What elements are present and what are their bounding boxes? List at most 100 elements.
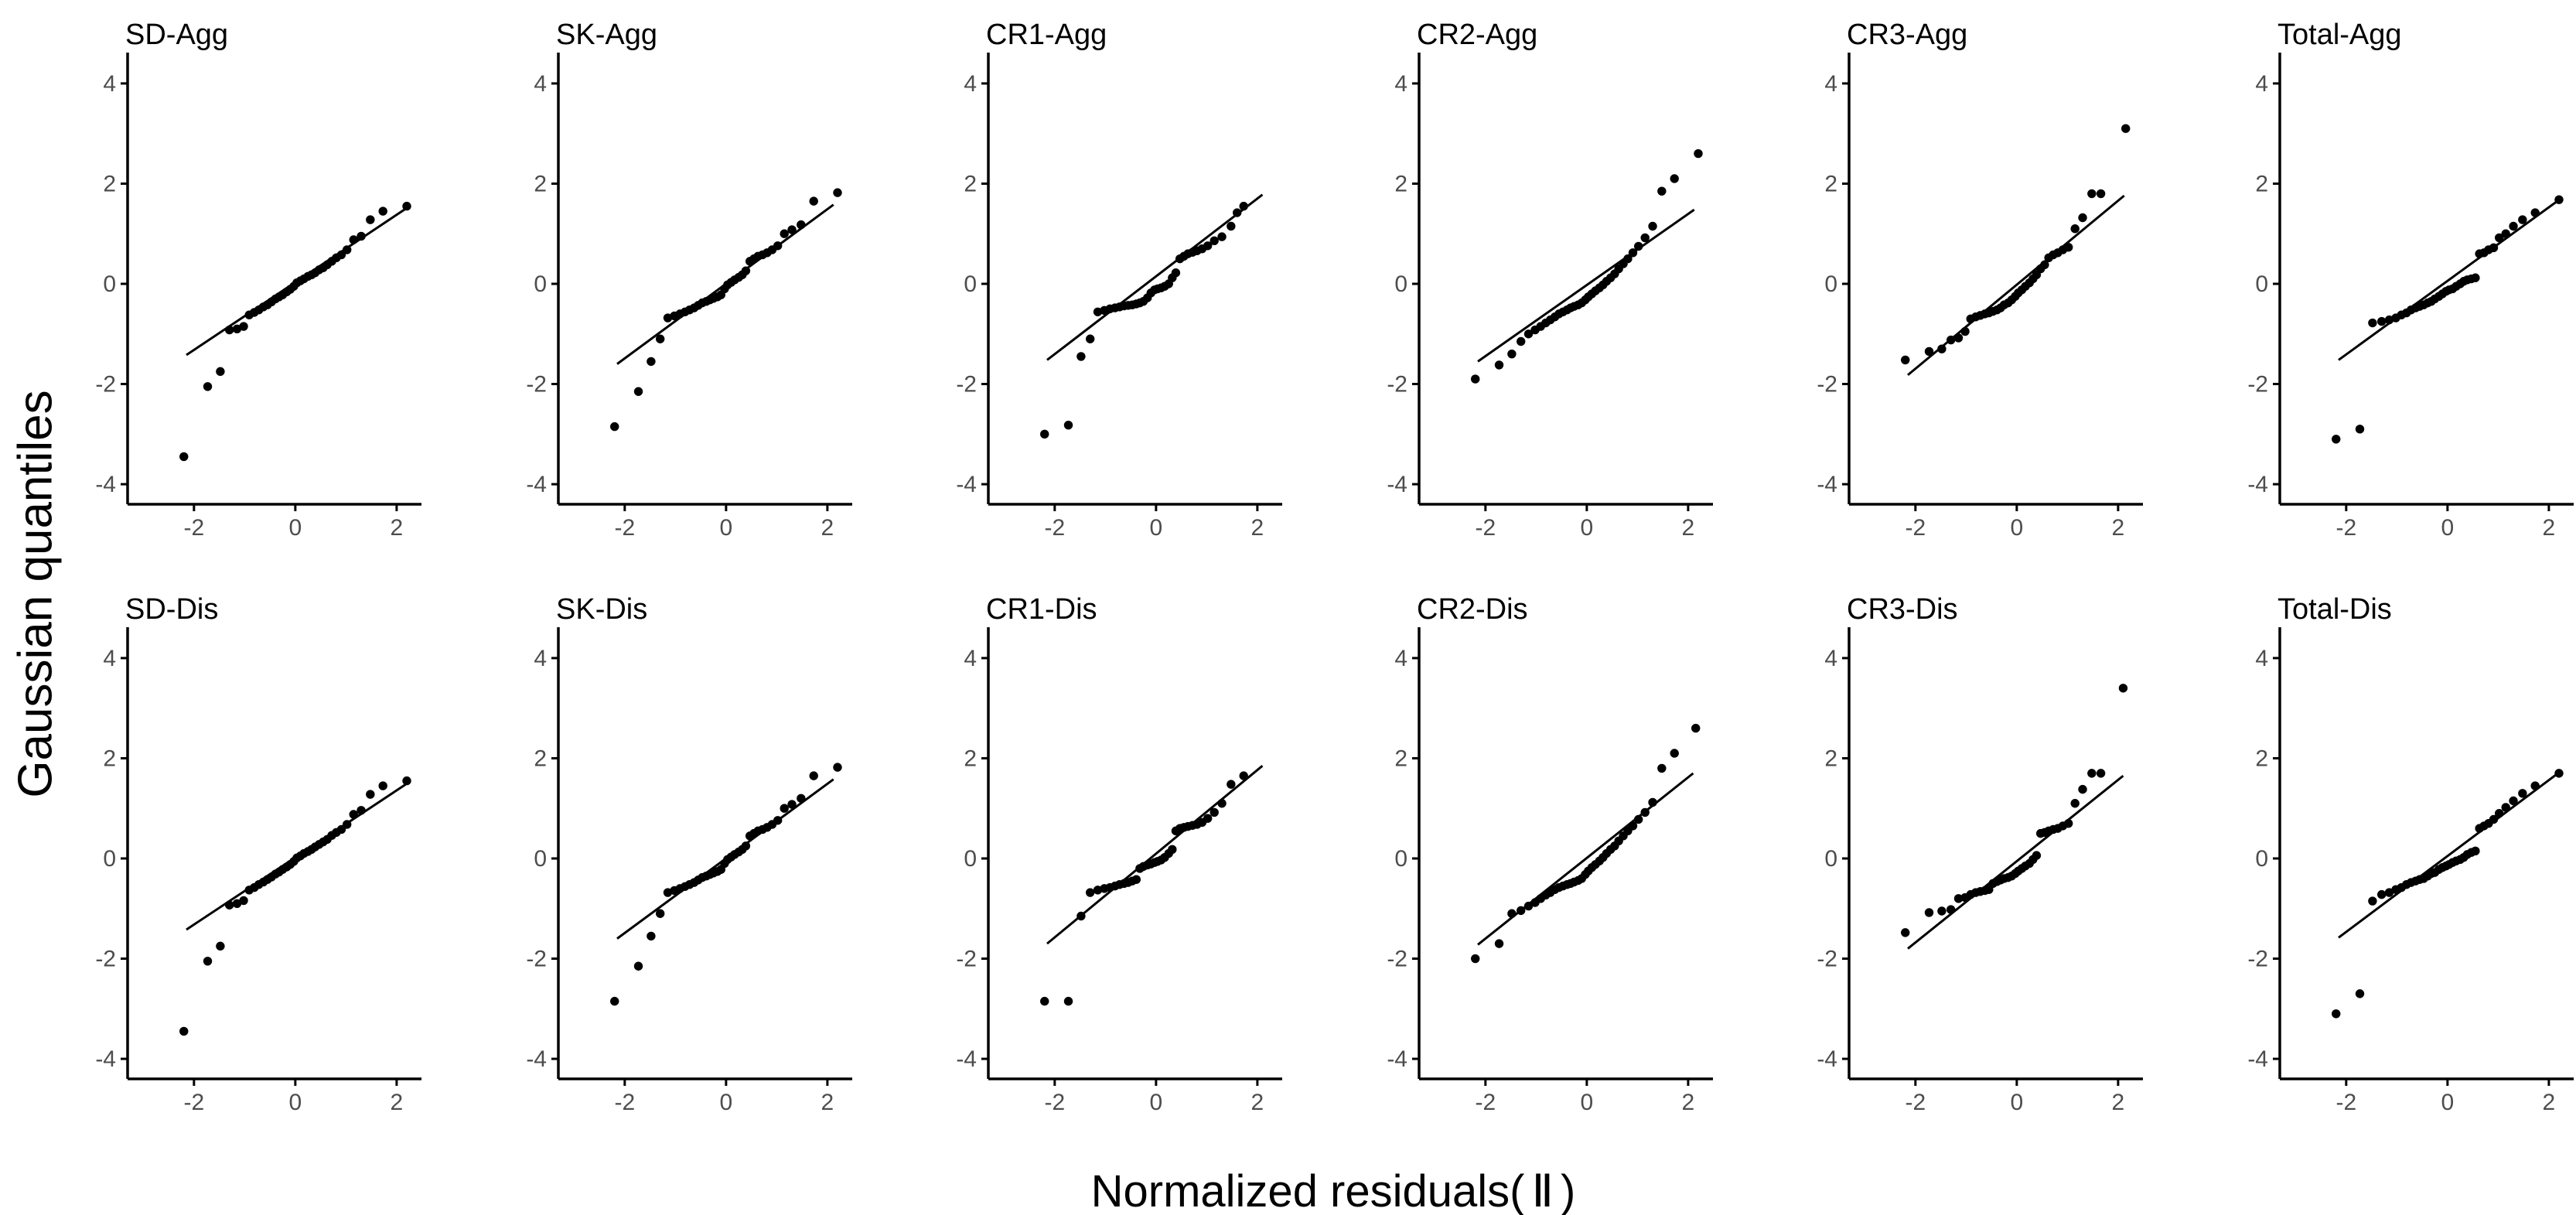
x-tick-label: -2 (1905, 1090, 1926, 1115)
data-point (2070, 224, 2080, 234)
qq-panel-SK-Dis: SK-Dis -4 -2 0 2 4 -2 0 2 (526, 593, 852, 1115)
data-point (1924, 908, 1934, 917)
y-tick-label: -4 (95, 1046, 116, 1072)
data-point (1523, 901, 1534, 911)
qq-panel-CR1-Dis: CR1-Dis -4 -2 0 2 4 -2 0 2 (956, 593, 1282, 1115)
data-point (2063, 243, 2073, 252)
x-tick-label: 2 (1682, 1090, 1695, 1115)
qq-panel-SK-Agg: SK-Agg -4 -2 0 2 4 -2 0 2 (526, 19, 852, 541)
y-tick-label: -4 (1387, 472, 1407, 497)
data-point (1648, 797, 1657, 807)
qq-panel-Total-Dis: Total-Dis -4 -2 0 2 4 -2 0 2 (2247, 593, 2574, 1115)
data-point (2509, 796, 2518, 806)
y-tick-label: -4 (2247, 1046, 2268, 1072)
y-tick-label: 0 (103, 271, 116, 297)
data-point (655, 909, 665, 918)
data-point (1648, 221, 1657, 231)
data-point (2501, 803, 2510, 812)
reference-line (1477, 772, 1694, 946)
data-point (1628, 248, 1638, 258)
data-point (797, 794, 806, 803)
y-tick-label: -2 (1387, 372, 1407, 398)
y-tick-label: -2 (526, 372, 547, 398)
data-point (1953, 333, 1964, 343)
y-tick-label: -4 (526, 1046, 547, 1072)
panel-title: Total-Dis (2277, 593, 2392, 626)
qq-panel-SD-Dis: SD-Dis -4 -2 0 2 4 -2 0 2 (95, 593, 421, 1115)
data-point (378, 781, 387, 790)
y-tick-label: 0 (534, 846, 547, 872)
data-point (1063, 996, 1073, 1006)
qq-panel-CR2-Dis: CR2-Dis -4 -2 0 2 4 -2 0 2 (1387, 593, 1713, 1115)
y-tick-label: -4 (956, 1046, 977, 1072)
y-tick-label: -2 (2247, 947, 2268, 972)
panel-title: SD-Dis (125, 593, 218, 626)
y-tick-label: 0 (964, 846, 977, 872)
data-point (1063, 420, 1073, 430)
x-tick-label: 0 (289, 1090, 302, 1115)
data-point (1640, 807, 1650, 817)
data-point (1239, 201, 1248, 211)
data-point (1232, 208, 1242, 217)
data-point (2518, 215, 2527, 224)
data-point (366, 790, 375, 799)
y-tick-label: 4 (2255, 646, 2268, 671)
data-point (647, 357, 656, 367)
data-point (1217, 232, 1227, 241)
data-point (2032, 851, 2042, 860)
data-point (1494, 360, 1504, 370)
data-point (1691, 723, 1701, 733)
data-point (797, 220, 806, 230)
data-point (2355, 989, 2365, 998)
y-tick-label: 0 (1824, 846, 1837, 872)
data-point (2121, 124, 2131, 133)
data-point (1516, 336, 1526, 346)
x-tick-label: 0 (2441, 515, 2455, 541)
data-point (1131, 875, 1141, 884)
data-point (232, 899, 242, 908)
data-point (2040, 260, 2049, 270)
y-tick-label: -2 (2247, 372, 2268, 398)
data-point (1523, 329, 1534, 339)
data-point (2530, 208, 2540, 217)
data-point (2078, 213, 2087, 223)
x-tick-label: 0 (720, 1090, 733, 1115)
y-tick-label: 4 (103, 646, 116, 671)
panel-title: Total-Agg (2277, 19, 2402, 51)
data-point (1507, 349, 1517, 359)
data-point (2368, 896, 2377, 906)
data-point (224, 900, 234, 910)
data-point (239, 322, 248, 331)
data-point (179, 452, 189, 462)
y-tick-label: -4 (956, 472, 977, 497)
y-tick-label: 4 (2255, 71, 2268, 97)
x-tick-label: 0 (2441, 1090, 2455, 1115)
x-tick-label: 2 (391, 515, 404, 541)
x-tick-label: 2 (821, 1090, 834, 1115)
y-tick-label: -4 (1817, 472, 1837, 497)
data-point (1640, 233, 1650, 243)
data-point (655, 334, 665, 343)
x-tick-label: 0 (2011, 515, 2024, 541)
y-tick-label: 2 (1824, 746, 1837, 771)
panel-title: CR1-Dis (986, 593, 1097, 626)
y-tick-label: 2 (103, 171, 116, 196)
reference-line (2338, 772, 2559, 939)
y-tick-label: 4 (534, 71, 547, 97)
y-tick-label: 4 (1824, 646, 1837, 671)
y-tick-label: 2 (964, 171, 977, 196)
data-point (366, 215, 375, 224)
x-tick-label: 0 (2011, 1090, 2024, 1115)
data-point (1171, 268, 1181, 278)
y-tick-label: -4 (95, 472, 116, 497)
y-tick-label: 2 (1394, 746, 1407, 771)
data-point (2087, 769, 2097, 778)
x-tick-label: 0 (289, 515, 302, 541)
data-point (2489, 243, 2499, 253)
data-point (1657, 186, 1667, 196)
data-point (633, 961, 643, 971)
x-tick-label: 0 (1581, 515, 1594, 541)
x-tick-label: -2 (1044, 1090, 1065, 1115)
data-point (741, 266, 751, 275)
data-point (203, 957, 213, 966)
